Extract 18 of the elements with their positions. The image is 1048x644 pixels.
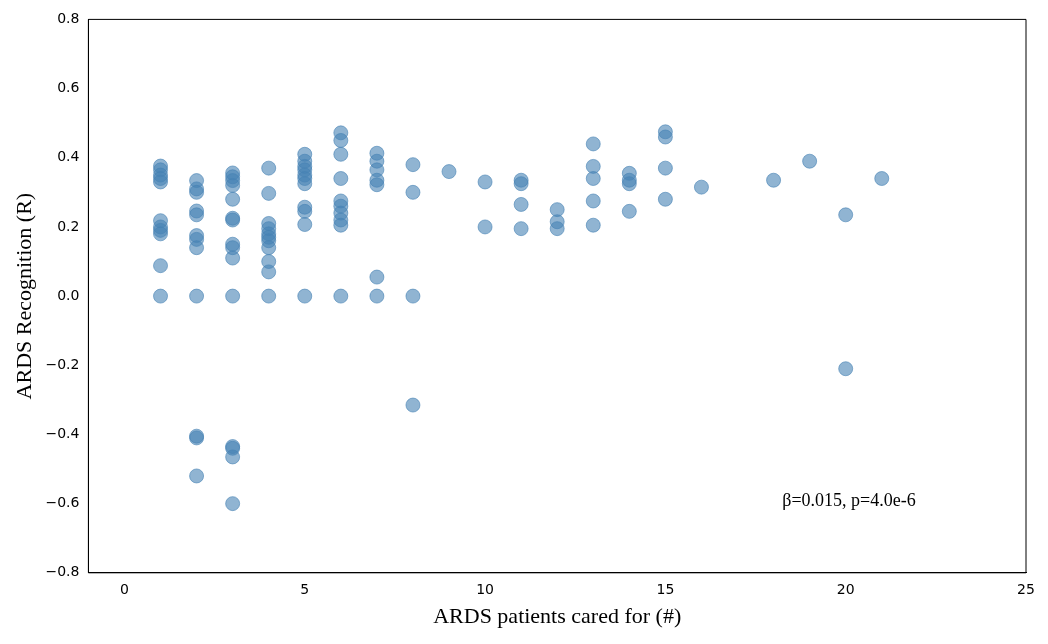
x-tick-label: 10 bbox=[476, 580, 494, 597]
y-tick-label: 0.4 bbox=[57, 148, 80, 165]
y-tick-label: −0.2 bbox=[45, 355, 80, 372]
x-axis-title: ARDS patients cared for (#) bbox=[433, 602, 682, 628]
y-tick-label: −0.8 bbox=[45, 563, 80, 580]
y-tick-label: 0.0 bbox=[57, 286, 80, 303]
annotation: β=0.015, p=4.0e-6 bbox=[782, 489, 916, 510]
y-tick-label: 0.6 bbox=[57, 79, 80, 96]
y-tick-label: 0.8 bbox=[57, 10, 80, 27]
y-tick-label: −0.6 bbox=[45, 494, 80, 511]
x-tick-label: 0 bbox=[120, 580, 129, 597]
x-tick-label: 20 bbox=[836, 580, 855, 597]
y-tick-label: −0.4 bbox=[45, 425, 80, 442]
x-tick-label: 5 bbox=[300, 580, 310, 597]
x-tick-label: 25 bbox=[1017, 580, 1035, 597]
y-tick-label: 0.2 bbox=[57, 217, 80, 234]
y-axis-title: ARDS Recognition (R) bbox=[10, 192, 36, 400]
x-tick-label: 15 bbox=[656, 580, 675, 597]
